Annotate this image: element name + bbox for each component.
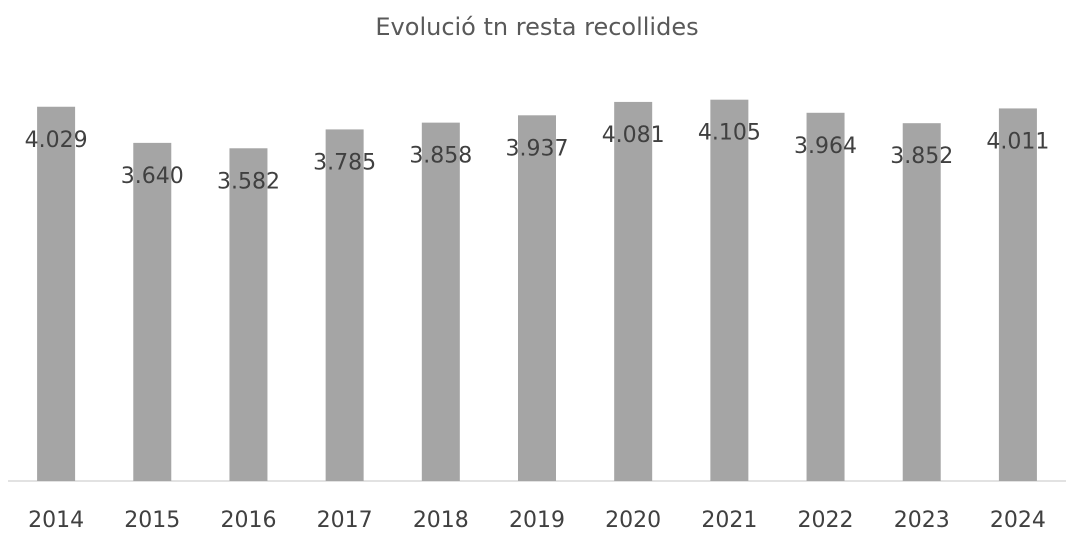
data-label: 4.105 xyxy=(698,121,761,146)
x-tick-label: 2024 xyxy=(990,508,1046,533)
data-label: 3.964 xyxy=(794,134,857,159)
bar xyxy=(902,123,941,481)
bar xyxy=(518,115,556,481)
x-tick-label: 2016 xyxy=(220,508,276,533)
chart-title: Evolució tn resta recollides xyxy=(375,13,698,41)
data-label: 3.640 xyxy=(121,164,184,189)
data-label: 4.011 xyxy=(986,129,1049,154)
bar xyxy=(421,122,460,481)
x-tick-label: 2018 xyxy=(413,508,469,533)
bar xyxy=(614,101,653,481)
bar xyxy=(37,106,76,481)
data-label: 3.582 xyxy=(217,169,280,194)
data-label: 3.937 xyxy=(506,136,569,161)
data-label: 4.029 xyxy=(25,128,88,153)
data-label: 3.852 xyxy=(890,144,953,169)
x-tick-label: 2020 xyxy=(605,508,661,533)
bar xyxy=(710,99,749,482)
bar xyxy=(133,142,172,481)
bar xyxy=(998,108,1037,481)
x-tick-label: 2015 xyxy=(124,508,180,533)
x-tick-label: 2017 xyxy=(317,508,373,533)
x-tick-label: 2021 xyxy=(701,508,757,533)
x-tick-label: 2023 xyxy=(894,508,950,533)
x-tick-label: 2014 xyxy=(28,508,84,533)
x-tick-label: 2022 xyxy=(798,508,854,533)
data-label: 3.858 xyxy=(409,144,472,169)
bar xyxy=(806,112,845,481)
bar xyxy=(325,129,364,481)
data-label: 4.081 xyxy=(602,123,665,148)
data-label: 3.785 xyxy=(313,150,376,175)
bar xyxy=(229,148,268,481)
x-tick-label: 2019 xyxy=(509,508,565,533)
